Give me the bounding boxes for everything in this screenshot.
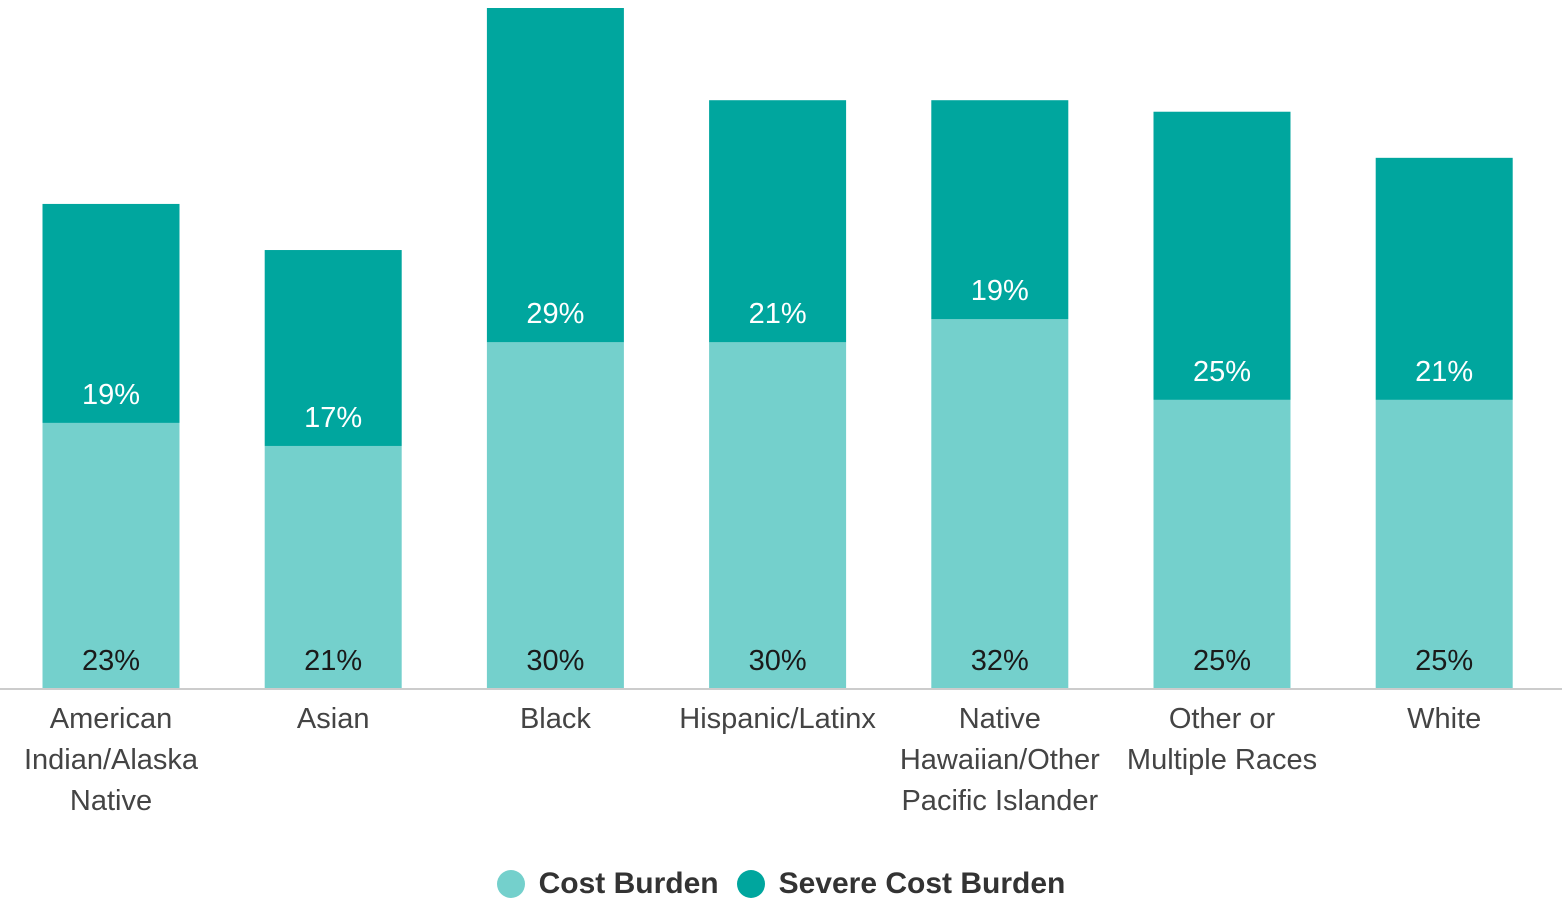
- category-label-line: Other or: [1169, 703, 1276, 735]
- category-label-line: Black: [520, 703, 591, 735]
- bars-layer: 23% 19% 21% 17% 30% 29% 30% 21% 32% 19% 25% 25% 25% 2…: [42, 8, 1513, 688]
- bar-severe-cost-burden-black: [486, 8, 624, 343]
- bar-cost-burden-white: [1375, 399, 1513, 688]
- category-label-line: Asian: [297, 703, 370, 735]
- category-label-line: Multiple Races: [1127, 744, 1317, 776]
- category-label-black: Black: [520, 703, 591, 735]
- bar-severe-cost-burden-white: [1375, 157, 1513, 400]
- bar-cost-burden-native-hawaiian-other-pacific-islander: [931, 319, 1069, 688]
- bar-cost-burden-other-or-multiple-races: [1153, 399, 1291, 688]
- data-label-cost-burden-black: 30%: [526, 645, 584, 677]
- category-label-line: American: [50, 703, 173, 735]
- category-label-line: Native: [70, 785, 152, 817]
- data-label-severe-cost-burden-asian: 17%: [304, 402, 362, 434]
- data-label-severe-cost-burden-white: 21%: [1415, 356, 1473, 388]
- category-label-american-indian-alaska-native: American Indian/Alaska Native: [24, 703, 199, 817]
- bar-cost-burden-black: [486, 342, 624, 688]
- category-label-line: Pacific Islander: [901, 785, 1098, 817]
- data-label-cost-burden-asian: 21%: [304, 645, 362, 677]
- category-label-line: Indian/Alaska: [24, 744, 199, 776]
- legend-label-cost-burden: Cost Burden: [538, 867, 719, 900]
- category-label-white: White: [1407, 703, 1481, 735]
- legend-swatch-cost-burden: [496, 870, 525, 898]
- category-labels: American Indian/Alaska Native Asian Black His…: [24, 703, 1481, 817]
- category-label-line: Native: [959, 703, 1041, 735]
- bar-cost-burden-american-indian-alaska-native: [42, 422, 180, 688]
- data-label-severe-cost-burden-american-indian-alaska-native: 19%: [82, 379, 140, 411]
- data-label-severe-cost-burden-other-or-multiple-races: 25%: [1193, 356, 1251, 388]
- bar-severe-cost-burden-asian: [264, 250, 402, 446]
- data-label-cost-burden-white: 25%: [1415, 645, 1473, 677]
- data-label-severe-cost-burden-hispanic-latinx: 21%: [749, 298, 807, 330]
- legend-label-severe-cost-burden: Severe Cost Burden: [778, 867, 1066, 900]
- bar-severe-cost-burden-other-or-multiple-races: [1153, 111, 1291, 400]
- category-label-hispanic-latinx: Hispanic/Latinx: [679, 703, 876, 735]
- legend-item-cost-burden: Cost Burden: [496, 867, 719, 901]
- category-label-other-or-multiple-races: Other or Multiple Races: [1127, 703, 1317, 776]
- category-label-line: Hawaiian/Other: [900, 744, 1100, 776]
- data-label-cost-burden-hispanic-latinx: 30%: [749, 645, 807, 677]
- bar-cost-burden-asian: [264, 445, 402, 688]
- bar-severe-cost-burden-hispanic-latinx: [709, 100, 847, 343]
- data-label-cost-burden-other-or-multiple-races: 25%: [1193, 645, 1251, 677]
- bar-cost-burden-hispanic-latinx: [709, 342, 847, 688]
- category-label-line: White: [1407, 703, 1481, 735]
- category-label-native-hawaiian-other-pacific-islander: Native Hawaiian/Other Pacific Islander: [900, 703, 1100, 817]
- category-label-line: Hispanic/Latinx: [679, 703, 876, 735]
- bar-severe-cost-burden-american-indian-alaska-native: [42, 203, 180, 423]
- data-label-severe-cost-burden-native-hawaiian-other-pacific-islander: 19%: [971, 275, 1029, 307]
- data-label-cost-burden-american-indian-alaska-native: 23%: [82, 645, 140, 677]
- data-label-severe-cost-burden-black: 29%: [526, 298, 584, 330]
- legend-item-severe-cost-burden: Severe Cost Burden: [736, 867, 1066, 901]
- legend: Cost Burden Severe Cost Burden: [0, 862, 1562, 906]
- bar-severe-cost-burden-native-hawaiian-other-pacific-islander: [931, 100, 1069, 320]
- data-label-cost-burden-native-hawaiian-other-pacific-islander: 32%: [971, 645, 1029, 677]
- legend-swatch-severe-cost-burden: [736, 870, 765, 898]
- category-label-asian: Asian: [297, 703, 370, 735]
